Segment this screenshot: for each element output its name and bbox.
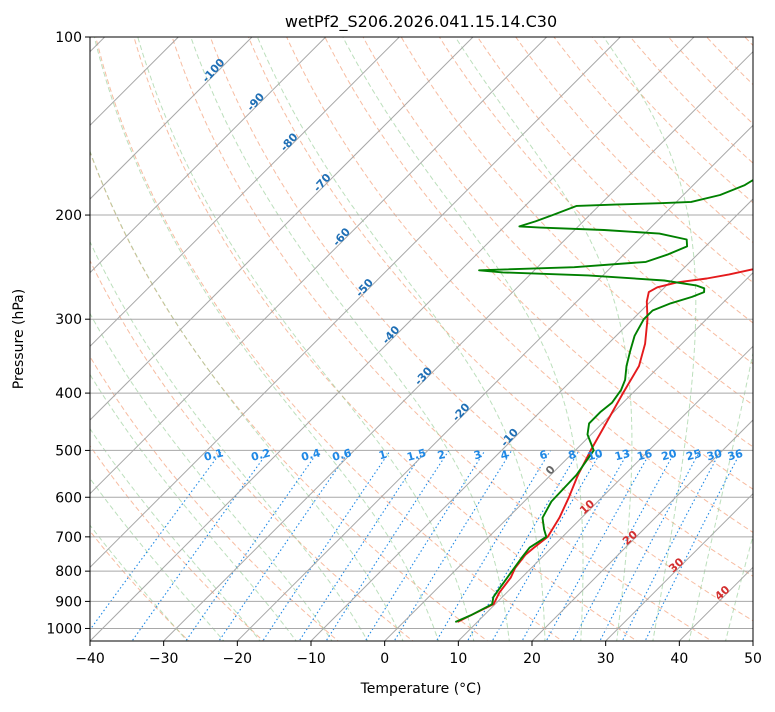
- dry-adiabat-label: 20: [620, 528, 640, 548]
- dry-adiabat: [395, 26, 775, 643]
- isotherm: [679, 37, 775, 641]
- moist-adiabat-label: -60: [330, 225, 353, 249]
- dry-adiabat-label: 40: [712, 583, 732, 603]
- mixing-ratio-line: [364, 450, 485, 643]
- moist-adiabat: [449, 27, 632, 644]
- dry-adiabat-label: 10: [577, 497, 597, 517]
- isotherm: [0, 37, 399, 641]
- dry-adiabat: [357, 26, 775, 643]
- moist-adiabat: [187, 27, 509, 644]
- moist-adiabat: [338, 27, 584, 644]
- moist-adiabat-label: -80: [278, 130, 301, 154]
- dry-adiabat: [735, 26, 775, 643]
- mixing-ratio-line: [466, 450, 579, 643]
- mixing-ratio-label: 0.4: [300, 446, 323, 464]
- moist-adiabat: [135, 27, 475, 644]
- mixing-ratio-label: 16: [636, 447, 654, 464]
- y-tick-label: 800: [55, 564, 82, 580]
- dry-adiabat: [282, 26, 775, 643]
- mixing-ratio-label: 13: [613, 447, 631, 464]
- isotherm: [0, 37, 252, 641]
- x-axis-label: Temperature (°C): [360, 681, 482, 697]
- moist-adiabat-label: -40: [380, 323, 403, 347]
- y-axis-label: Pressure (hPa): [11, 289, 27, 389]
- mixing-ratio-line: [572, 450, 676, 643]
- y-tick-label: 200: [55, 208, 82, 224]
- x-tick-label: −20: [223, 651, 253, 667]
- isotherm: [164, 37, 768, 641]
- dry-adiabat-label: 30: [666, 555, 686, 575]
- mixing-ratio-label: 36: [726, 447, 744, 464]
- moist-adiabat-label: -10: [498, 426, 521, 450]
- mixing-ratio-label: 0.2: [250, 446, 272, 464]
- isotherm: [753, 37, 775, 641]
- moist-adiabat: [689, 27, 775, 644]
- y-tick-label: 600: [55, 490, 82, 506]
- y-tick-label: 300: [55, 312, 82, 328]
- temperature-profile-line: [458, 37, 775, 622]
- dry-adiabat: [621, 26, 775, 643]
- mixing-ratio-label: 25: [685, 447, 703, 464]
- mixing-ratio-label: 1.5: [405, 446, 427, 464]
- mixing-ratio-line: [644, 450, 742, 643]
- mixing-ratio-label: 0.1: [203, 446, 225, 464]
- mixing-ratio-label: 20: [660, 447, 678, 464]
- dry-adiabat: [433, 26, 775, 643]
- moist-adiabat: [725, 27, 775, 644]
- dry-adiabat: [93, 26, 566, 643]
- chart-title: wetPf2_S206.2026.041.15.14.C30: [285, 12, 557, 32]
- y-tick-label: 1000: [46, 621, 82, 637]
- isotherm: [458, 37, 775, 641]
- moist-adiabat: [56, 27, 404, 644]
- x-tick-label: 20: [523, 651, 541, 667]
- mixing-ratio-line: [80, 450, 222, 643]
- y-tick-label: 900: [55, 594, 82, 610]
- moist-adiabat-label: -90: [244, 90, 267, 114]
- dry-adiabat: [0, 26, 266, 643]
- moist-adiabat: [0, 27, 226, 644]
- mixing-ratio-label: 0.6: [331, 446, 354, 464]
- y-tick-label: 500: [55, 443, 82, 459]
- isotherm: [532, 37, 775, 641]
- y-tick-label: 400: [55, 386, 82, 402]
- moist-adiabat-label: -50: [353, 276, 376, 300]
- x-tick-label: 40: [670, 651, 688, 667]
- x-tick-label: 10: [449, 651, 467, 667]
- isotherm: [0, 37, 326, 641]
- isotherm: [0, 37, 547, 641]
- moist-adiabat-label: -30: [412, 364, 435, 388]
- x-tick-label: 0: [380, 651, 389, 667]
- dry-adiabat: [697, 26, 775, 643]
- moist-adiabat: [0, 27, 334, 644]
- dry-adiabat: [169, 26, 716, 643]
- dry-adiabat: [659, 26, 775, 643]
- x-tick-label: 50: [744, 651, 762, 667]
- dry-adiabat: [18, 26, 416, 643]
- mixing-ratio-line: [217, 450, 349, 643]
- mixing-ratio-label: 10: [586, 447, 604, 464]
- moist-adiabat-label: -20: [450, 400, 473, 424]
- y-tick-label: 100: [55, 30, 82, 46]
- dry-adiabat: [206, 26, 775, 643]
- mixing-ratio-line: [130, 450, 269, 643]
- dewpoint-profile-line: [455, 37, 775, 622]
- y-tick-label: 700: [55, 530, 82, 546]
- x-tick-label: 30: [597, 651, 615, 667]
- x-tick-label: −10: [296, 651, 326, 667]
- mixing-ratio-line: [325, 450, 449, 643]
- x-tick-label: −40: [75, 651, 105, 667]
- mixing-ratio-label: 30: [705, 447, 723, 464]
- x-tick-label: −30: [149, 651, 179, 667]
- moist-adiabat: [0, 27, 189, 644]
